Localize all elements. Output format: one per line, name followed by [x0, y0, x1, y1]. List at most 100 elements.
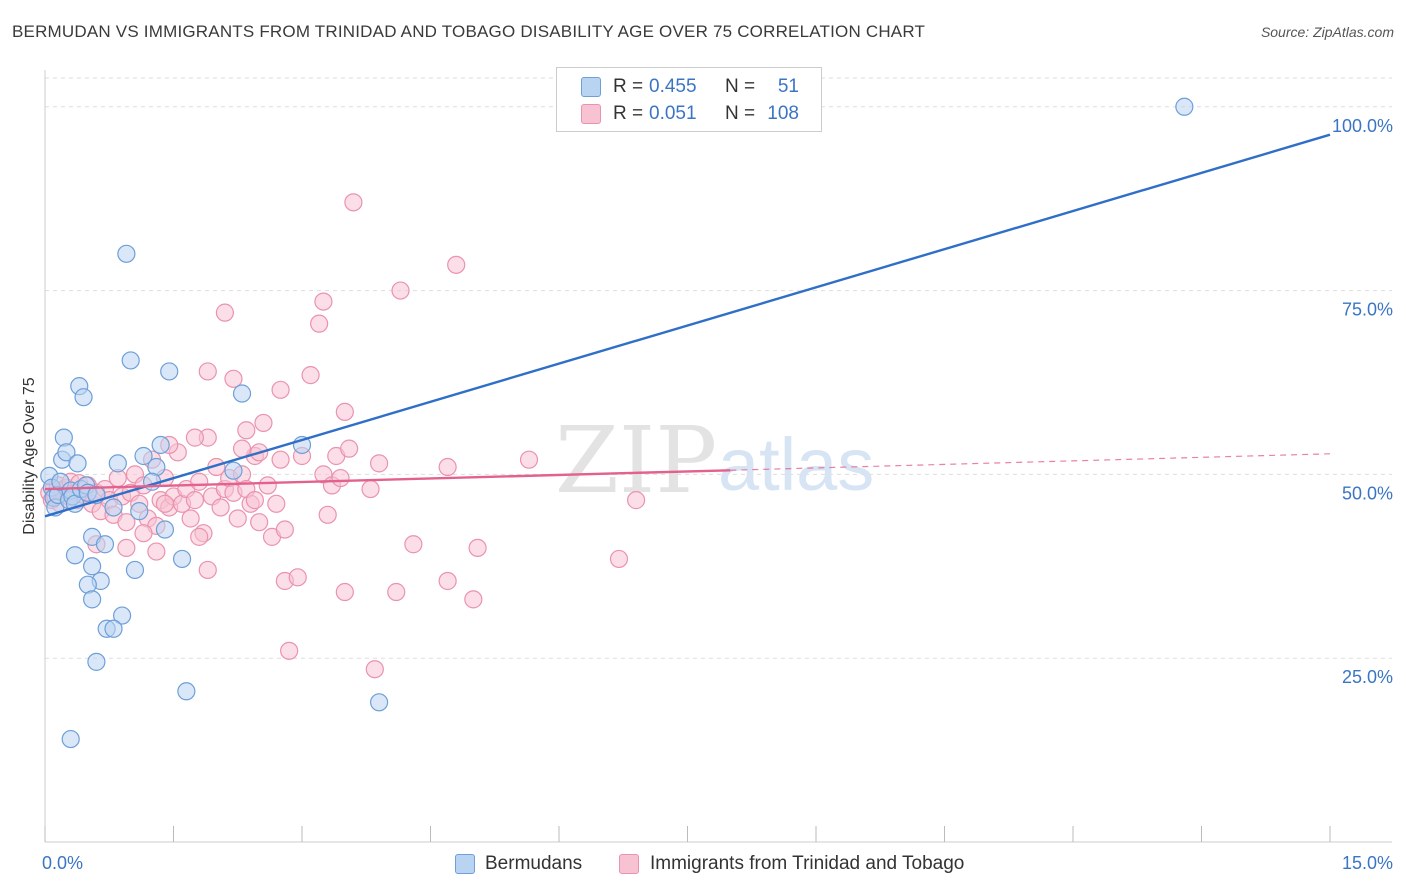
trinidad-point	[370, 454, 389, 473]
y-tick-label: 25.0%	[1342, 667, 1393, 687]
legend-label-bermudans: Bermudans	[485, 853, 583, 874]
trinidad-point	[391, 281, 410, 300]
bermudans-point	[130, 502, 149, 521]
n-label: N =	[725, 76, 756, 97]
trinidad-point	[318, 505, 337, 524]
trinidad-point	[228, 509, 247, 528]
trinidad-point	[198, 362, 217, 381]
y-tick-label: 50.0%	[1342, 483, 1393, 503]
bermudans-point	[172, 549, 192, 569]
stats-row-trinidad: R = 0.051 N = 108	[557, 101, 821, 127]
y-tick-label: 75.0%	[1342, 300, 1393, 320]
stats-box: R = 0.455 N = 51 R = 0.051 N = 108	[556, 67, 822, 132]
trinidad-point	[245, 491, 264, 510]
trinidad-point	[361, 479, 380, 499]
bermudans-trendline	[44, 133, 1331, 518]
trinidad-point	[237, 421, 256, 440]
y-axis-title: Disability Age Over 75	[21, 377, 38, 535]
r-label: R =	[613, 103, 644, 124]
trinidad-point	[185, 428, 205, 447]
bermudans-point	[68, 454, 87, 473]
trinidad-trendline	[44, 469, 731, 491]
r-value: 0.051	[649, 103, 697, 124]
trinidad-point	[310, 314, 329, 333]
bermudans-point	[61, 729, 80, 749]
bermudans-point	[121, 351, 140, 370]
trinidad-point	[438, 571, 457, 591]
trinidad-point	[288, 568, 307, 587]
trinidad-point	[147, 542, 166, 561]
bermudans-point	[177, 682, 196, 701]
trinidad-point	[331, 468, 350, 488]
trinidad-point	[519, 450, 539, 469]
trinidad-point	[250, 513, 269, 532]
bermudans-point	[232, 384, 252, 403]
trinidad-point	[117, 513, 136, 532]
legend: Bermudans Immigrants from Trinidad and T…	[0, 852, 1406, 878]
trinidad-point	[134, 524, 153, 543]
bermudans-point	[87, 652, 106, 671]
bermudans-swatch	[581, 77, 601, 97]
trinidad-point	[344, 193, 363, 212]
watermark-atlas: atlas	[718, 423, 874, 506]
trinidad-point	[117, 538, 136, 558]
bermudans-point	[74, 388, 93, 407]
bermudans-point	[117, 244, 136, 263]
legend-swatch-bermudans	[455, 854, 475, 874]
bermudans-point	[155, 520, 175, 539]
trinidad-swatch	[581, 104, 601, 124]
trinidad-point	[365, 660, 384, 679]
bermudans-point	[112, 606, 132, 625]
legend-label-trinidad: Immigrants from Trinidad and Tobago	[650, 853, 965, 874]
bermudans-point	[54, 428, 73, 447]
x-tick-label: 0.0%	[42, 853, 83, 873]
trinidad-point	[258, 476, 277, 495]
trinidad-point	[447, 255, 466, 274]
bermudans-point	[151, 435, 170, 455]
trinidad-point	[190, 527, 209, 546]
legend-swatch-trinidad	[619, 854, 639, 874]
stats-row-bermudans: R = 0.455 N = 51	[557, 74, 821, 100]
trinidad-point	[181, 509, 200, 528]
trinidad-point	[232, 439, 252, 458]
bermudans-point	[1175, 97, 1194, 116]
bermudans-point	[224, 461, 243, 480]
trinidad-point	[211, 498, 230, 517]
x-tick-label: 15.0%	[1342, 853, 1393, 873]
trinidad-point	[271, 450, 290, 469]
chart-title: BERMUDAN VS IMMIGRANTS FROM TRINIDAD AND…	[12, 22, 926, 41]
trinidad-point	[271, 380, 290, 399]
bermudans-point	[108, 454, 127, 473]
trinidad-point	[155, 494, 175, 513]
bermudans-point	[134, 446, 153, 466]
bermudans-point	[160, 362, 179, 381]
trinidad-point	[267, 494, 286, 513]
trinidad-point	[340, 439, 359, 458]
bermudans-point	[83, 557, 102, 576]
y-tick-label: 100.0%	[1332, 116, 1393, 136]
n-label: N =	[725, 103, 756, 124]
trinidad-point	[254, 413, 273, 433]
trinidad-point	[335, 402, 354, 421]
trinidad-point	[314, 292, 333, 311]
trinidad-point	[464, 590, 483, 609]
trinidad-point	[609, 549, 629, 569]
trinidad-point	[626, 491, 646, 510]
trinidad-point	[335, 582, 354, 602]
bermudans-point	[370, 693, 389, 712]
trinidad-point	[185, 491, 205, 510]
bermudans-point	[95, 535, 115, 554]
trinidad-trendline-dashed	[730, 453, 1331, 471]
trinidad-point	[215, 303, 234, 322]
bermudans-point	[83, 590, 102, 609]
trinidad-point	[468, 538, 487, 558]
trinidad-point	[280, 641, 299, 660]
bermudans-point	[57, 443, 76, 462]
source-label: Source: ZipAtlas.com	[1260, 24, 1394, 40]
trinidad-point	[275, 520, 294, 539]
bermudans-point	[104, 498, 123, 517]
trinidad-point	[198, 560, 217, 580]
bermudans-point	[125, 560, 145, 580]
trinidad-point	[190, 472, 209, 491]
